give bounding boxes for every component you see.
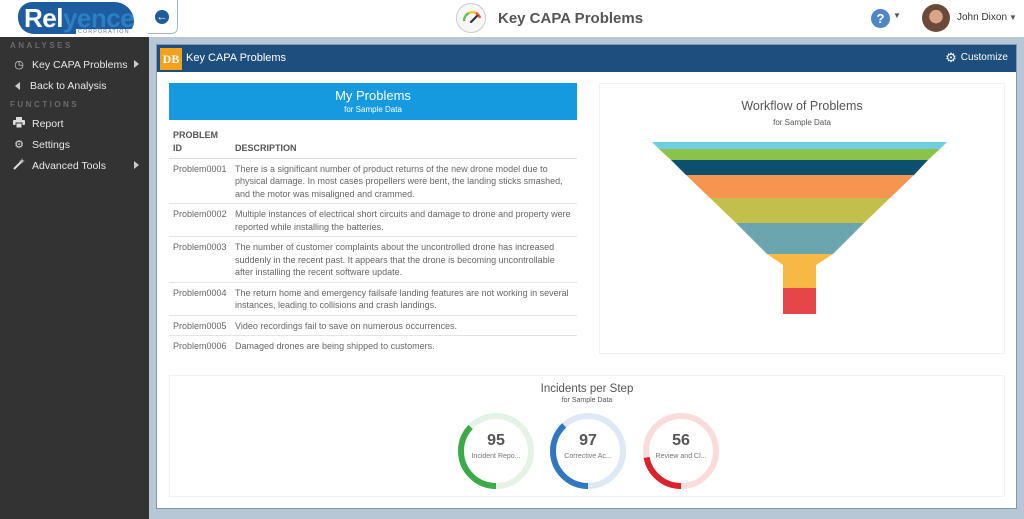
gauge-value: 95 (487, 432, 505, 449)
gauge-label: Incident Repo... (471, 453, 521, 460)
gauge-label: Review and Cl... (655, 453, 707, 460)
problem-description: Multiple instances of electrical short c… (231, 203, 577, 237)
problem-id: Problem0005 (169, 315, 231, 336)
table-row[interactable]: Problem0006 Damaged drones are being shi… (169, 336, 577, 356)
dashboard-badge-icon: DB (160, 48, 182, 70)
user-menu[interactable]: John Dixon ▼ (957, 12, 1017, 23)
funnel-segment-6[interactable] (736, 223, 864, 254)
funnel-segment-7[interactable] (767, 254, 833, 288)
table-row[interactable]: Problem0002 Multiple instances of electr… (169, 203, 577, 237)
workflow-funnel-widget: Workflow of Problems for Sample Data (599, 83, 1005, 354)
gauge-label: Corrective Ac... (564, 453, 612, 460)
user-name: John Dixon (957, 12, 1008, 23)
my-problems-widget: My Problems for Sample Data PROBLEM ID D… (169, 83, 577, 356)
collapse-sidebar-button[interactable]: ← (148, 0, 178, 34)
user-dropdown-caret-icon: ▼ (1009, 13, 1017, 22)
caret-left-icon (15, 81, 20, 90)
funnel-chart (652, 142, 947, 314)
chart-title: Workflow of Problems (741, 99, 863, 113)
page-title: Key CAPA Problems (498, 9, 644, 27)
funnel-segment-4[interactable] (686, 175, 914, 198)
problem-description: Damaged drones are being shipped to cust… (235, 341, 435, 351)
chart-subtitle: for Sample Data (773, 118, 831, 127)
column-header-problem-id[interactable]: PROBLEM ID (169, 120, 231, 159)
sidebar-item-key-capa-problems[interactable]: ◷ Key CAPA Problems (0, 54, 149, 75)
sidebar-item-back-to-analysis[interactable]: Back to Analysis (0, 75, 149, 96)
dashboard-titlebar: DB Key CAPA Problems ⚙ Customize (157, 45, 1016, 72)
relyence-logo[interactable]: Relyence CORPORATION (18, 2, 136, 36)
printer-icon (12, 116, 26, 131)
table-row[interactable]: Problem0003 The number of customer compl… (169, 236, 577, 283)
funnel-segment-2[interactable] (659, 149, 940, 160)
arrow-left-circle-icon: ← (155, 10, 169, 24)
problem-description: Video recordings fail to save on numerou… (231, 315, 577, 336)
table-row[interactable]: Problem0005 Video recordings fail to sav… (169, 315, 577, 336)
gauge-ring (458, 413, 534, 489)
my-problems-header: My Problems for Sample Data (169, 83, 577, 120)
help-dropdown-caret-icon[interactable]: ▼ (893, 11, 901, 20)
table-row[interactable]: Problem0001 There is a significant numbe… (169, 158, 577, 204)
widget-subtitle: for Sample Data (344, 105, 402, 114)
user-avatar[interactable] (922, 4, 950, 32)
gauge-value: 97 (579, 432, 597, 449)
dashboard-icon: ◷ (14, 59, 24, 71)
sidebar-item-label: Advanced Tools (32, 159, 106, 172)
funnel-segment-1[interactable] (652, 142, 947, 149)
funnel-segment-5[interactable] (710, 198, 890, 223)
customize-button[interactable]: ⚙ Customize (945, 51, 1008, 64)
gauge-corrective-action[interactable]: 97 Corrective Ac... (549, 412, 627, 490)
funnel-segment-8[interactable] (783, 288, 816, 314)
chart-subtitle: for Sample Data (561, 397, 613, 404)
chart-title: Incidents per Step (540, 383, 634, 395)
sidebar-item-settings[interactable]: ⚙ Settings (0, 134, 149, 155)
sidebar-item-report[interactable]: Report (0, 113, 149, 134)
problem-id: Problem0006 (173, 341, 227, 351)
magic-wand-icon (12, 158, 26, 173)
logo-subtitle: CORPORATION (76, 29, 132, 35)
logo-shape (18, 2, 134, 34)
problem-description: The return home and emergency failsafe l… (231, 282, 577, 316)
sidebar: ANALYSES ◷ Key CAPA Problems Back to Ana… (0, 37, 149, 519)
problem-id: Problem0001 (169, 158, 231, 204)
gear-icon: ⚙ (945, 50, 957, 65)
problem-description: The number of customer complaints about … (231, 236, 577, 283)
widget-title: My Problems (335, 88, 411, 103)
submenu-arrow-icon (134, 161, 139, 169)
logo-text-main: Rel (24, 3, 63, 33)
incidents-per-step-widget: Incidents per Step for Sample Data 95 In… (169, 375, 1005, 497)
top-header: Relyence CORPORATION ← Key CAPA Problems… (0, 0, 1024, 37)
column-header-description[interactable]: DESCRIPTION (231, 120, 577, 159)
customize-label: Customize (960, 52, 1008, 63)
page-title-group: Key CAPA Problems (456, 3, 643, 33)
help-icon[interactable]: ? (871, 9, 890, 28)
problem-id: Problem0002 (169, 203, 231, 237)
table-row[interactable]: Problem0004 The return home and emergenc… (169, 282, 577, 316)
sidebar-item-advanced-tools[interactable]: Advanced Tools (0, 155, 149, 176)
sidebar-item-label: Settings (32, 138, 70, 151)
funnel-segment-3[interactable] (671, 160, 928, 175)
problem-id: Problem0004 (169, 282, 231, 316)
dashboard-panel: DB Key CAPA Problems ⚙ Customize My Prob… (156, 44, 1017, 509)
gauge-review-and-close[interactable]: 56 Review and Cl... (642, 412, 720, 490)
problems-table: PROBLEM ID DESCRIPTION Problem0001 There… (169, 120, 577, 356)
logo-text-accent: yence (62, 3, 135, 33)
gauge-ring (550, 413, 626, 489)
gauge-value: 56 (672, 432, 690, 449)
dashboard-title: Key CAPA Problems (186, 52, 287, 64)
gear-icon: ⚙ (14, 139, 24, 151)
sidebar-item-label: Key CAPA Problems (32, 58, 128, 71)
gauge-ring (643, 413, 719, 489)
sidebar-section-functions: FUNCTIONS (10, 100, 80, 109)
problem-id: Problem0003 (169, 236, 231, 283)
sidebar-item-label: Back to Analysis (30, 79, 107, 92)
speedometer-icon (456, 3, 486, 33)
gauge-incident-reporting[interactable]: 95 Incident Repo... (457, 412, 535, 490)
problem-description: There is a significant number of product… (231, 158, 577, 204)
sidebar-item-label: Report (32, 117, 64, 130)
submenu-arrow-icon (134, 60, 139, 68)
sidebar-section-analyses: ANALYSES (10, 41, 73, 50)
